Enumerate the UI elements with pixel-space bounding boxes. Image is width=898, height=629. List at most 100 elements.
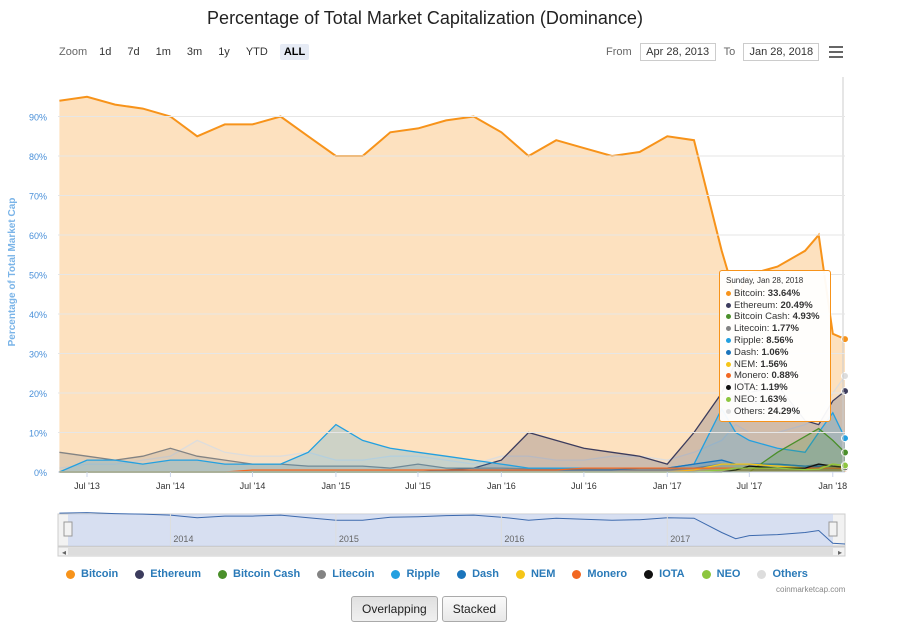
zoom-bar: Zoom 1d 7d 1m 3m 1y YTD ALL [59,44,310,60]
y-axis-label: Percentage of Total Market Cap [7,198,18,347]
tooltip-dot-icon [726,314,731,320]
navigator-handle[interactable] [828,521,838,537]
legend-item-iota[interactable]: IOTA [644,568,685,580]
legend-dot-icon [317,569,327,579]
tooltip-series-name: Others [734,405,763,417]
legend-item-ethereum[interactable]: Ethereum [135,568,201,580]
x-tick-label: Jul '14 [240,481,266,491]
zoom-ytd-button[interactable]: YTD [245,46,268,58]
tooltip-series-name: NEO [734,393,755,405]
series-area-nem [59,464,845,472]
tooltip-series-value: 1.63% [759,393,787,405]
from-date-input[interactable]: Apr 28, 2013 [639,43,716,61]
to-label: To [723,46,736,58]
tooltip-row: Bitcoin: 33.64% [726,288,824,300]
legend-label: NEM [530,568,556,580]
x-tick-label: Jan '15 [322,481,351,491]
scrollbar-thumb[interactable] [68,548,833,555]
series-area-iota [59,464,845,472]
legend-dot-icon [572,569,582,579]
tooltip-series-value: 4.93% [792,311,820,323]
legend-label: Ethereum [150,568,202,580]
x-tick-label: Jul '15 [405,481,431,491]
tooltip-row: Litecoin: 1.77% [726,323,824,335]
legend-item-litecoin[interactable]: Litecoin [317,568,374,580]
tooltip-row: Dash: 1.06% [726,347,824,359]
navigator-selection[interactable] [68,514,833,546]
zoom-label: Zoom [59,46,88,58]
tooltip-series-name: Bitcoin Cash [734,311,788,323]
legend-label: Others [772,568,808,580]
tooltip-dot-icon [726,396,731,402]
zoom-all-button[interactable]: ALL [279,44,310,60]
legend-label: Bitcoin Cash [233,568,301,580]
y-tick-label: 80% [29,152,47,162]
legend-item-bitcoin-cash[interactable]: Bitcoin Cash [218,568,300,580]
legend-label: NEO [716,568,741,580]
tooltip-series-name: IOTA [734,382,756,394]
legend-dot-icon [457,569,467,579]
hamburger-menu-icon[interactable] [829,46,843,61]
zoom-7d-button[interactable]: 7d [127,46,140,58]
chart-title: Percentage of Total Market Capitalizatio… [207,8,643,28]
legend-item-dash[interactable]: Dash [457,568,499,580]
legend-dot-icon [757,569,767,579]
tooltip-dot-icon [726,408,731,414]
legend: Bitcoin Ethereum Bitcoin Cash Litecoin Rippl… [66,568,825,580]
legend-item-bitcoin[interactable]: Bitcoin [66,568,118,580]
tooltip-series-value: 8.56% [766,334,794,346]
tooltip-series-name: Dash [734,346,757,358]
tooltip-dot-icon [726,290,731,296]
to-date-input[interactable]: Jan 28, 2018 [743,43,820,61]
tooltip-row: IOTA: 1.19% [726,382,824,394]
from-label: From [606,46,632,58]
y-tick-label: 70% [29,192,47,202]
navigator-label: 2017 [670,534,690,544]
tooltip-series-value: 1.56% [760,358,788,370]
tooltip-dot-icon [726,349,731,355]
zoom-1y-button[interactable]: 1y [218,46,230,58]
stacked-button[interactable]: Stacked [441,596,508,622]
legend-item-ripple[interactable]: Ripple [391,568,440,580]
tooltip-series-name: Bitcoin [734,287,763,299]
series-area-ethereum [59,361,845,472]
tooltip-row: Ripple: 8.56% [726,335,824,347]
legend-label: Ripple [406,568,441,580]
tooltip-series-name: Ethereum [734,299,776,311]
legend-label: Litecoin [332,568,375,580]
tooltip-series-name: Monero [734,370,767,382]
legend-dot-icon [701,569,711,579]
zoom-1m-button[interactable]: 1m [155,46,171,58]
zoom-1d-button[interactable]: 1d [99,46,112,58]
legend-dot-icon [644,569,654,579]
legend-item-nem[interactable]: NEM [515,568,556,580]
legend-dot-icon [391,569,401,579]
date-range: From Apr 28, 2013 To Jan 28, 2018 [606,43,827,61]
zoom-3m-button[interactable]: 3m [186,46,203,58]
scroll-left-arrow-icon[interactable]: ◂ [62,548,66,557]
tooltip-series-name: Ripple [734,334,761,346]
tooltip-series-name: Litecoin [734,323,767,335]
legend-item-neo[interactable]: NEO [701,568,741,580]
navigator-label: 2016 [504,534,524,544]
legend-dot-icon [218,569,228,579]
tooltip-row: NEO: 1.63% [726,394,824,406]
x-tick-label: Jan '16 [487,481,516,491]
series-line-others[interactable] [59,375,846,469]
x-tick-label: Jan '14 [156,481,185,491]
y-tick-label: 0% [34,468,47,478]
navigator-handle[interactable] [63,521,73,537]
tooltip-dot-icon [726,361,731,367]
series-area-litecoin [59,448,845,472]
legend-item-others[interactable]: Others [757,568,808,580]
legend-item-monero[interactable]: Monero [572,568,627,580]
overlapping-button[interactable]: Overlapping [351,596,438,622]
legend-dot-icon [515,569,525,579]
series-line-ripple[interactable] [59,407,846,473]
view-mode-buttons: Overlapping Stacked [351,596,511,622]
tooltip-dot-icon [726,385,731,391]
tooltip-row: Ethereum: 20.49% [726,300,824,312]
scroll-right-arrow-icon[interactable]: ▸ [838,548,842,557]
series-area-others [59,376,845,472]
